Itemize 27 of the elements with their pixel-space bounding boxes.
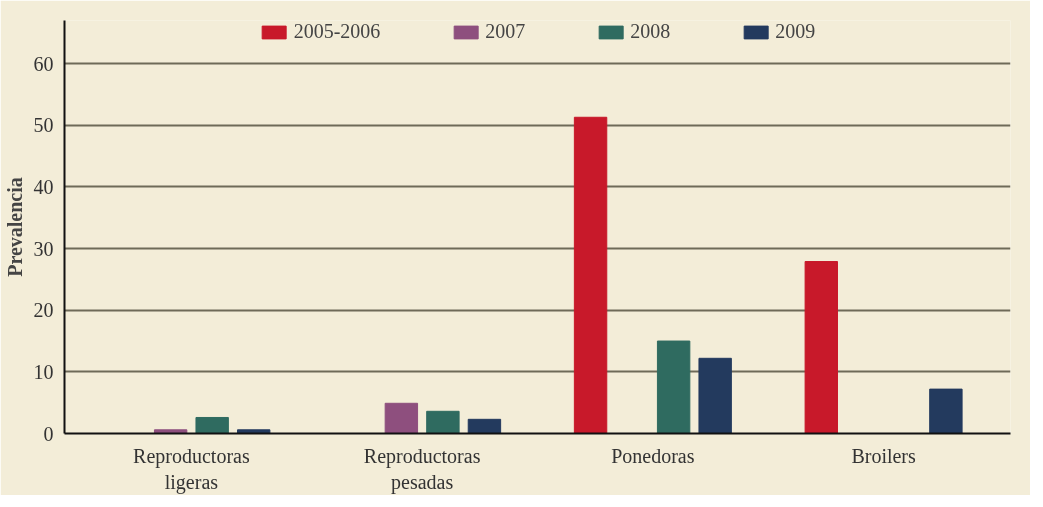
x-tick-label: Broilers <box>851 444 917 467</box>
y-tick-label: 60 <box>33 52 54 75</box>
legend-label: 2007 <box>485 20 526 43</box>
bar <box>467 418 502 434</box>
bar <box>384 402 419 434</box>
bar <box>656 340 691 434</box>
y-tick-label: 40 <box>33 175 54 198</box>
x-tick-label: Reproductoras pesadas <box>363 444 481 494</box>
y-tick-label: 0 <box>43 422 54 445</box>
y-tick-label: 30 <box>33 237 54 260</box>
bar <box>929 388 963 434</box>
legend-label: 2008 <box>630 20 671 43</box>
bar <box>573 116 608 434</box>
y-axis-title: Prevalencia <box>3 177 26 277</box>
bar <box>426 410 460 434</box>
y-tick-label: 10 <box>33 360 54 383</box>
y-tick-label: 20 <box>33 299 54 322</box>
bar <box>237 429 271 434</box>
bar <box>698 357 732 434</box>
x-tick-label: Ponedoras <box>611 444 695 467</box>
bar <box>804 261 838 434</box>
legend-label: 2009 <box>775 20 816 43</box>
legend-label: 2005-2006 <box>293 20 381 43</box>
x-tick-label: Reproductoras ligeras <box>133 444 250 494</box>
bar <box>153 429 188 434</box>
y-tick-label: 50 <box>33 114 54 137</box>
bar <box>195 416 229 434</box>
